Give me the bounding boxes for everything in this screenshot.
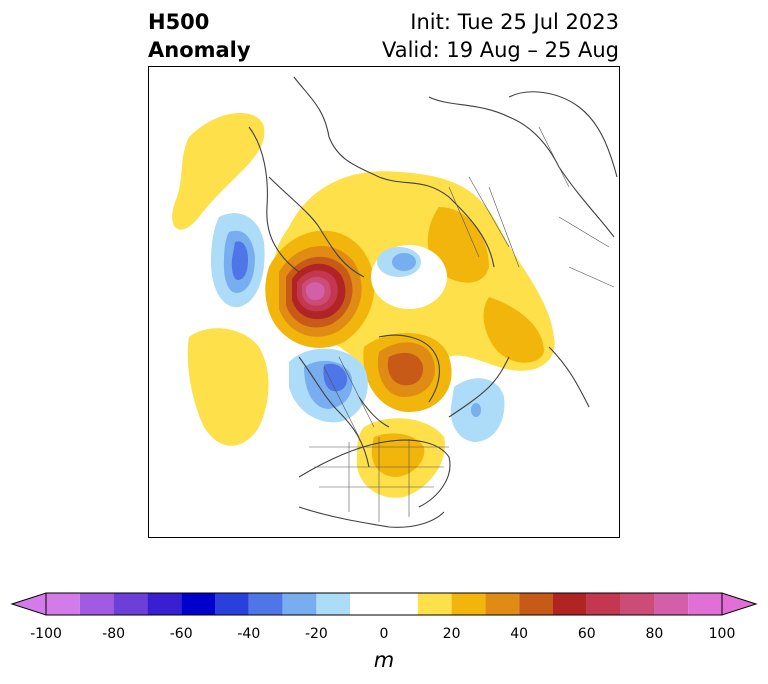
colorbar-bin [451, 593, 486, 615]
positive-anomaly-nw-arm [172, 113, 265, 230]
anomaly-field [172, 113, 555, 498]
colorbar-bin [485, 593, 520, 615]
colorbar [10, 592, 758, 616]
colorbar-bin [316, 593, 351, 615]
anomaly-map [148, 66, 620, 538]
colorbar-tick-label: -80 [102, 626, 126, 642]
date-info: Init: Tue 25 Jul 2023 Valid: 19 Aug – 25… [382, 8, 619, 64]
colorbar-tick-label: 20 [442, 626, 461, 642]
colorbar-bin [350, 593, 418, 615]
colorbar-tick-label: 0 [379, 626, 389, 642]
colorbar-bin [519, 593, 553, 615]
colorbar-bin [79, 593, 114, 615]
valid-range: Valid: 19 Aug – 25 Aug [381, 38, 619, 62]
colorbar-outline [45, 592, 723, 616]
colorbar-tick-label: 40 [510, 626, 529, 642]
colorbar-bin [417, 593, 452, 615]
colorbar-tick-label: -40 [237, 626, 261, 642]
colorbar-tick-label: -60 [169, 626, 193, 642]
colorbar-bin [586, 593, 621, 615]
colorbar-bins [46, 593, 722, 615]
colorbar-bin [113, 593, 148, 615]
title-line-1: H500 [148, 10, 210, 34]
colorbar-bin [147, 593, 182, 615]
colorbar-bin [46, 593, 80, 615]
colorbar-tick-label: -100 [30, 626, 62, 642]
colorbar-bin [654, 593, 689, 615]
map-svg [172, 76, 618, 528]
colorbar-bin [282, 593, 317, 615]
colorbar-bin [248, 593, 283, 615]
coastlines [248, 76, 618, 528]
colorbar-bin [553, 593, 587, 615]
colorbar-bin [620, 593, 655, 615]
colorbar-bin [215, 593, 249, 615]
colorbar-extend-high [721, 592, 758, 616]
colorbar-tick-label: 60 [577, 626, 596, 642]
colorbar-tick-label: 100 [708, 626, 736, 642]
init-date: Init: Tue 25 Jul 2023 [410, 10, 619, 34]
colorbar-unit-label: m [373, 648, 395, 672]
colorbar-tick-label: -20 [304, 626, 328, 642]
colorbar-extend-low [10, 592, 47, 616]
colorbar-tick-label: 80 [645, 626, 664, 642]
positive-anomaly-pacific [187, 328, 269, 446]
chart-title: H500 Anomaly [148, 8, 251, 64]
political-borders [309, 126, 615, 522]
colorbar-bin [688, 593, 722, 615]
positive-anomaly-east [483, 297, 544, 363]
colorbar-bin [181, 593, 215, 615]
title-line-2: Anomaly [148, 38, 251, 62]
